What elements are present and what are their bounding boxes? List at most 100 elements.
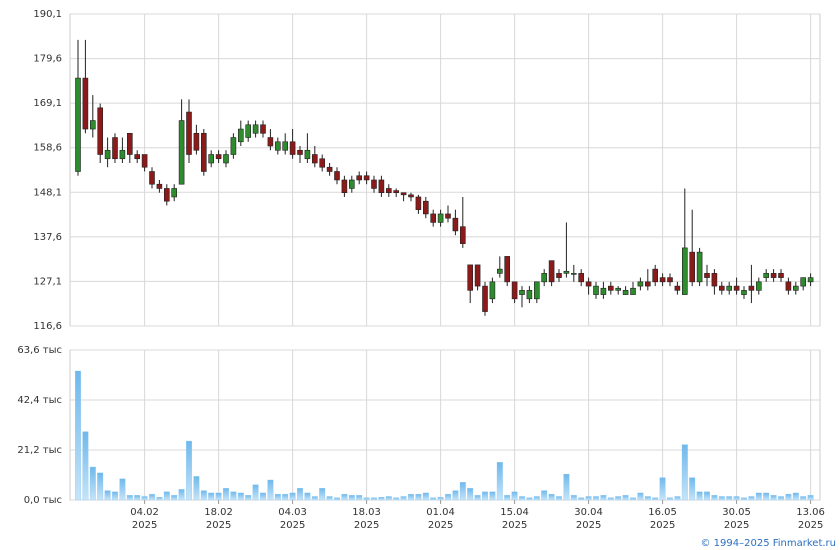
volume-bar: [563, 473, 570, 501]
candle-body: [408, 194, 414, 198]
volume-bar: [311, 496, 318, 501]
candle-body: [556, 273, 562, 278]
volume-bar: [541, 490, 548, 501]
candle-body: [393, 190, 400, 194]
candle-body: [356, 175, 363, 181]
candle-body: [467, 264, 474, 291]
candle-body: [445, 213, 451, 219]
candle-body: [437, 213, 444, 223]
candle-body: [681, 247, 688, 295]
candle-body: [711, 273, 718, 287]
volume-bar: [585, 496, 592, 501]
candle-body: [600, 287, 607, 295]
volume-bar: [519, 496, 525, 501]
x-tick-label: 13.06: [796, 507, 825, 518]
candle-body: [415, 196, 422, 210]
volume-bar: [237, 492, 244, 501]
volume-bar: [319, 488, 326, 501]
volume-bar: [363, 497, 370, 501]
candle-body: [82, 77, 89, 130]
candle-body: [630, 287, 636, 295]
candle-body: [422, 200, 429, 215]
volume-bar: [526, 497, 533, 501]
candle-body: [311, 154, 318, 164]
volume-bar: [326, 496, 333, 501]
candle-body: [459, 226, 466, 244]
candle-body: [519, 290, 525, 295]
volume-bar: [149, 493, 155, 501]
candle-body: [704, 273, 710, 278]
volume-bar: [89, 466, 96, 501]
volume-bar: [467, 488, 474, 501]
footer[interactable]: © 1994–2025 Finmarket.ru: [700, 538, 836, 549]
volume-bar: [208, 492, 215, 501]
volume-bar: [430, 497, 437, 501]
volume-bar: [348, 495, 355, 501]
volume-bar: [785, 493, 792, 501]
candle-body: [533, 281, 540, 300]
x-tick-label: 2025: [724, 520, 749, 531]
volume-bar: [556, 496, 562, 501]
volume-bar: [297, 488, 303, 501]
candle-body: [659, 277, 666, 283]
volume-bar: [681, 444, 688, 501]
candle-body: [474, 264, 481, 287]
volume-bar: [548, 493, 555, 501]
volume-bar: [689, 477, 696, 501]
candle-body: [230, 137, 237, 155]
candle-body: [785, 281, 792, 291]
volume-bar: [704, 491, 710, 501]
candle-body: [674, 285, 681, 291]
candle-body: [511, 281, 518, 300]
volume-bar: [489, 491, 496, 501]
candle-body: [326, 166, 333, 172]
candle-body: [304, 149, 311, 160]
candle-body: [615, 287, 622, 291]
volume-bar: [482, 491, 488, 501]
candle-body: [186, 111, 192, 155]
volume-bar: [733, 496, 740, 501]
x-tick-label: 2025: [280, 520, 305, 531]
volume-bar: [763, 492, 770, 501]
candle-body: [763, 273, 770, 278]
volume-bar: [674, 496, 681, 501]
candle-body: [385, 188, 392, 194]
volume-bar: [659, 477, 666, 501]
candle-body: [607, 285, 614, 291]
candle-body: [578, 273, 585, 283]
candle-body: [644, 281, 651, 287]
candle-body: [75, 77, 81, 172]
volume-bar: [711, 495, 718, 501]
candle-body: [741, 290, 747, 295]
volume-bar: [570, 495, 577, 501]
candle-body: [208, 154, 214, 164]
volume-bar: [304, 492, 311, 501]
volume-bar: [600, 495, 607, 501]
volume-bar: [371, 497, 377, 501]
volume-bar: [267, 479, 274, 501]
y-tick-label: 0,0 тыс: [24, 495, 62, 506]
volume-bar: [607, 497, 614, 501]
volume-panel: [69, 349, 821, 501]
volume-bar: [422, 492, 429, 501]
volume-bar: [741, 497, 747, 501]
volume-bar: [186, 440, 192, 501]
candle-body: [378, 179, 385, 194]
y-tick-label: 116,6: [33, 321, 62, 332]
volume-bar: [334, 497, 340, 501]
volume-bar: [778, 496, 784, 501]
x-tick-label: 2025: [354, 520, 379, 531]
candle-body: [90, 120, 96, 130]
x-tick-label: 2025: [798, 520, 823, 531]
y-tick-label: 190,1: [33, 9, 62, 20]
volume-bar: [652, 497, 659, 501]
volume-bar: [644, 496, 651, 501]
candle-body: [119, 149, 126, 160]
volume-bar: [274, 493, 281, 501]
candle-body: [755, 281, 762, 291]
volume-bar: [141, 496, 148, 501]
volume-bar: [163, 491, 170, 501]
candle-body: [223, 154, 229, 164]
y-tick-label: 179,6: [33, 54, 62, 65]
